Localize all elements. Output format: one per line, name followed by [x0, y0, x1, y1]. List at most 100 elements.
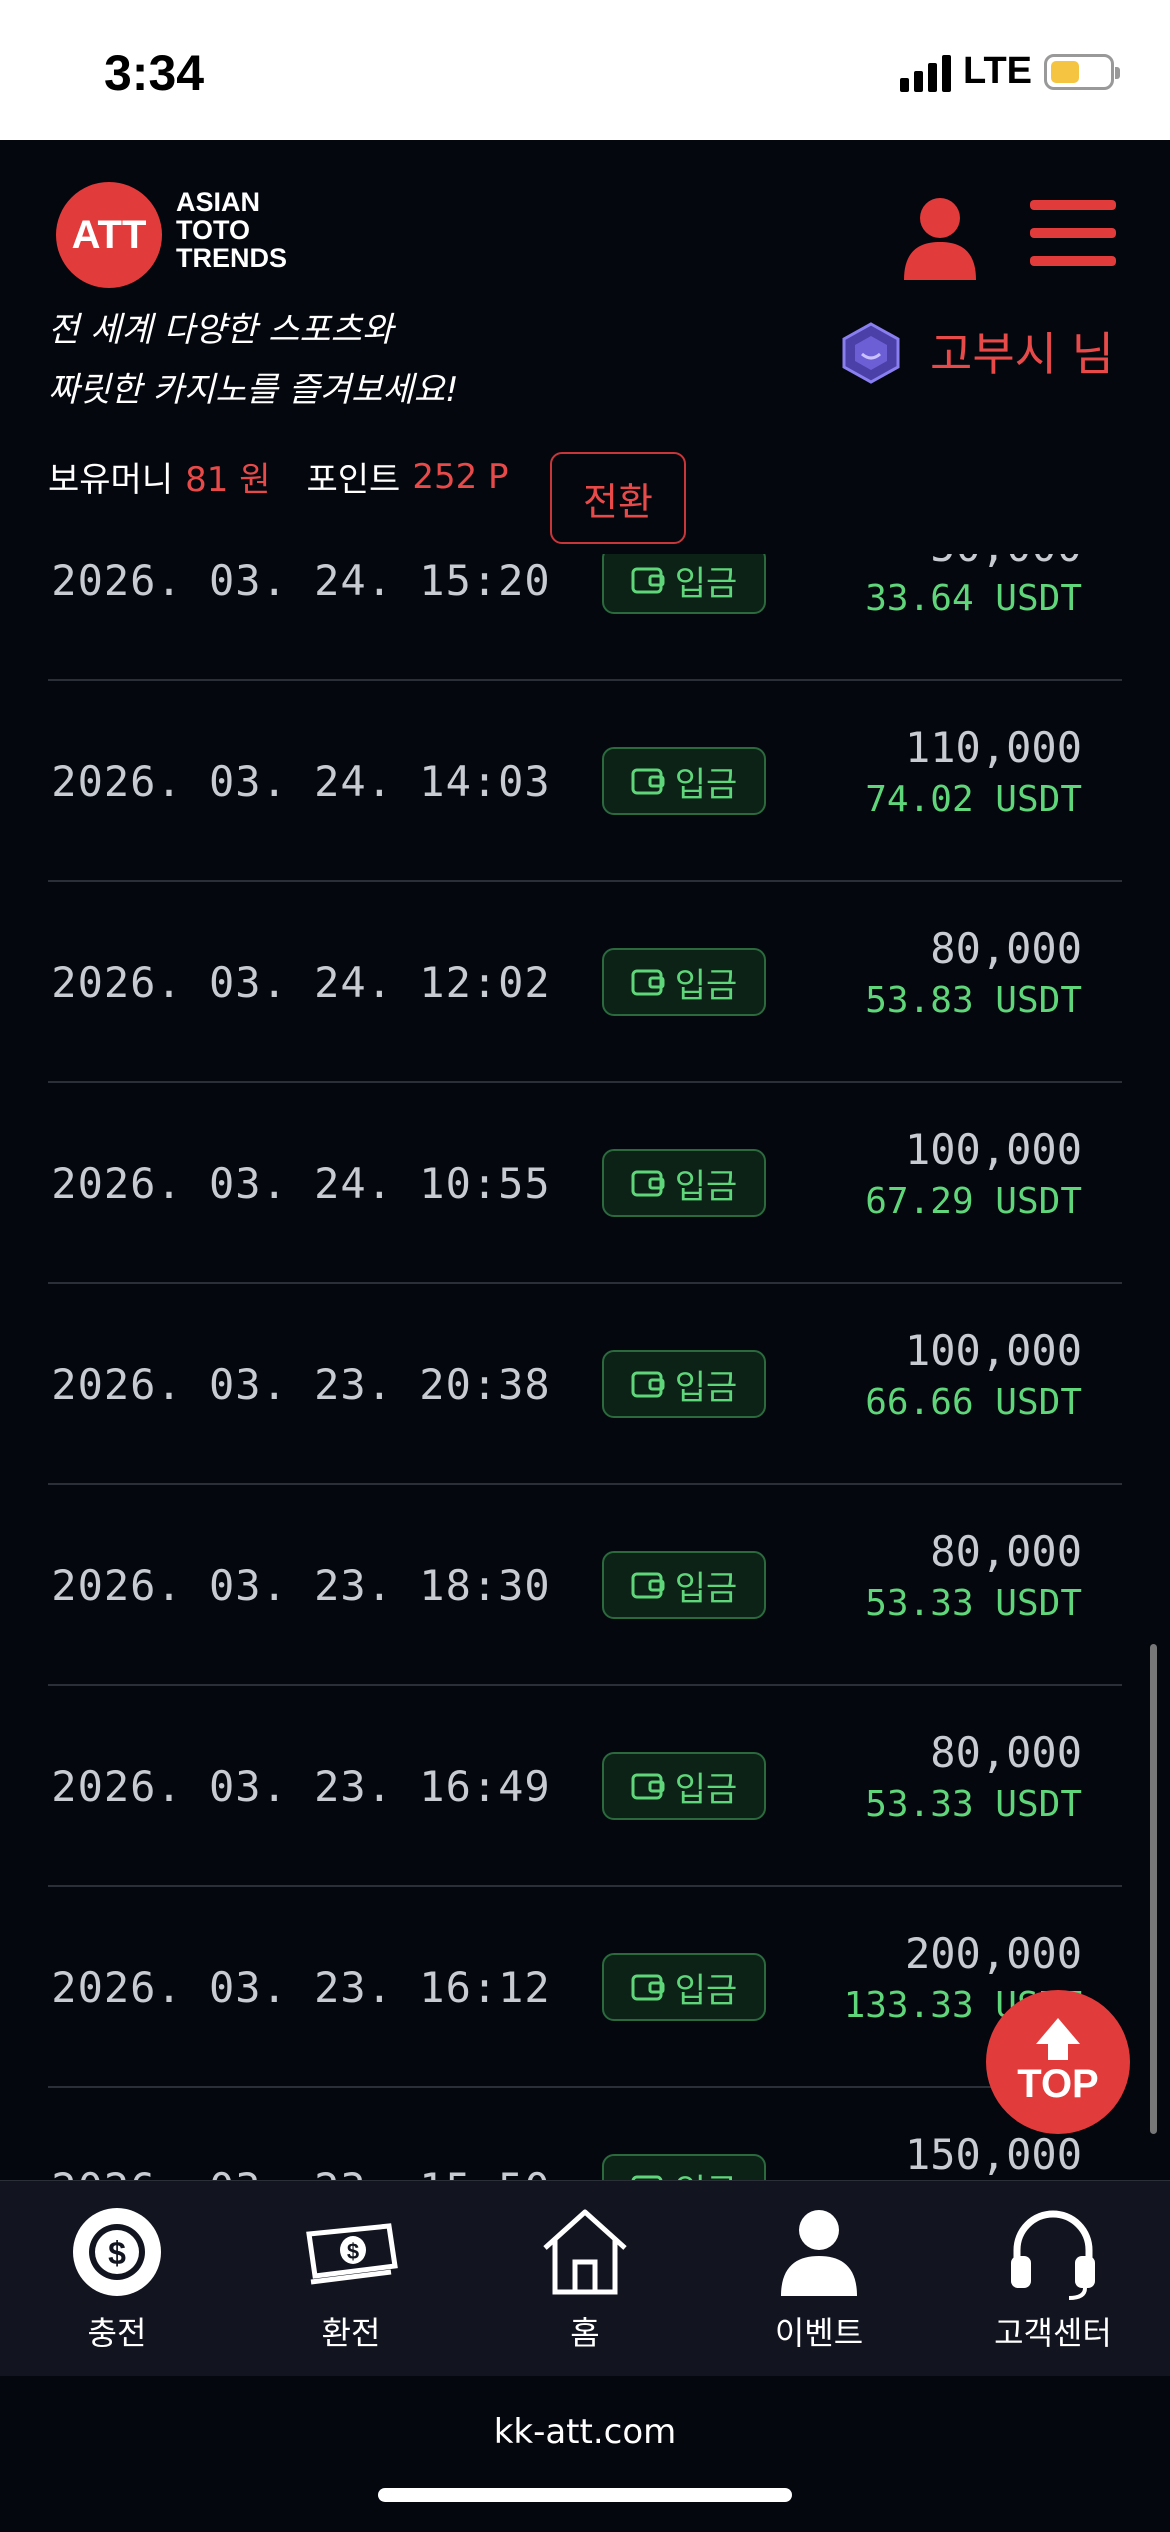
network-label: LTE	[963, 50, 1032, 92]
transaction-type: 입금	[674, 1769, 738, 1810]
nav-exchange[interactable]: $ 환전	[251, 2204, 451, 2354]
transaction-amount: 80,000	[930, 924, 1082, 973]
deposit-badge: 입금	[602, 1350, 766, 1418]
transaction-type: 입금	[674, 1367, 738, 1408]
signal-icon	[900, 52, 952, 92]
transaction-row[interactable]: 2026. 03. 24. 14:03 입금 110,000 74.02 USDT	[48, 681, 1122, 882]
transaction-amounts: 150,000	[905, 2128, 1082, 2180]
transaction-amount: 150,000	[904, 2130, 1082, 2179]
user-profile-icon[interactable]	[902, 196, 978, 280]
wallet-icon	[631, 2173, 665, 2180]
logo-line: ASIAN	[176, 187, 261, 217]
transaction-date: 2026. 03. 23. 18:30	[51, 1561, 551, 1610]
transaction-type: 입금	[674, 965, 738, 1006]
wallet-icon	[631, 1168, 665, 1198]
wallet-icon	[631, 565, 665, 595]
money-value: 81 원	[185, 460, 271, 500]
headset-icon	[1011, 2210, 1095, 2300]
nav-label: 환전	[321, 2313, 381, 2352]
wallet-icon	[631, 1570, 665, 1600]
nav-label: 고객센터	[994, 2313, 1112, 2352]
transaction-amount: 80,000	[930, 1527, 1082, 1576]
browser-url-bar[interactable]: kk-att.com	[0, 2376, 1170, 2532]
status-bar: 3:34 LTE	[0, 0, 1170, 140]
logo-badge[interactable]: ATT	[56, 182, 162, 288]
logo-wordmark[interactable]: ASIAN TOTO TRENDS	[176, 188, 287, 272]
transaction-date: 2026. 03. 23. 20:38	[51, 1360, 551, 1409]
tagline-line: 전 세계 다양한 스포츠와	[48, 310, 394, 350]
wallet-icon	[631, 1369, 665, 1399]
wallet-icon	[631, 1972, 665, 2002]
nav-charge[interactable]: $ 충전	[17, 2204, 217, 2354]
deposit-badge: 입금	[602, 1953, 766, 2021]
transaction-usdt: 67.29 USDT	[865, 1181, 1082, 1222]
nav-event[interactable]: 이벤트	[719, 2204, 919, 2354]
transaction-type: 입금	[674, 1568, 738, 1609]
transaction-row[interactable]: 2026. 03. 23. 16:12 입금 200,000 133.33 USDT	[48, 1887, 1122, 2088]
transaction-date: 2026. 03. 24. 14:03	[51, 757, 551, 806]
transaction-date: 2026. 03. 24. 15:20	[51, 556, 551, 605]
transaction-row[interactable]: 2026. 03. 24. 15:20 입금 50,000 33.64 USDT	[48, 554, 1122, 681]
transaction-type: 입금	[674, 764, 738, 805]
transaction-row[interactable]: 2026. 03. 24. 10:55 입금 100,000 67.29 USDT	[48, 1083, 1122, 1284]
nav-label: 충전	[87, 2313, 147, 2352]
nav-label: 홈	[570, 2313, 600, 2352]
tagline: 전 세계 다양한 스포츠와 짜릿한 카지노를 즐겨보세요!	[48, 300, 459, 420]
convert-button[interactable]: 전환	[550, 452, 686, 544]
status-indicators: LTE	[900, 50, 1120, 93]
status-time: 3:34	[104, 45, 205, 101]
logo-line: TRENDS	[176, 243, 288, 273]
person-icon	[781, 2209, 857, 2296]
username[interactable]: 고부시 님	[930, 327, 1114, 381]
tagline-line: 짜릿한 카지노를 즐겨보세요!	[48, 370, 459, 410]
top-label: TOP	[1017, 2061, 1099, 2106]
url-text: kk-att.com	[493, 2412, 677, 2452]
transaction-usdt: 66.66 USDT	[865, 1382, 1082, 1423]
scroll-top-button[interactable]: TOP	[986, 1990, 1130, 2134]
transaction-list-inner: 2026. 03. 24. 15:20입금50,00033.64 USDT202…	[48, 554, 1122, 2180]
transaction-row[interactable]: 2026. 03. 23. 15:50 입금 150,000	[48, 2088, 1122, 2180]
transaction-row[interactable]: 2026. 03. 23. 16:49 입금 80,000 53.33 USDT	[48, 1686, 1122, 1887]
transaction-amount: 80,000	[930, 1728, 1082, 1777]
transaction-amount: 200,000	[904, 1929, 1082, 1978]
home-indicator[interactable]	[378, 2488, 792, 2502]
money-label: 보유머니	[48, 460, 174, 500]
deposit-badge: 입금	[602, 747, 766, 815]
transaction-usdt: 33.64 USDT	[865, 578, 1082, 619]
home-icon	[543, 2209, 627, 2294]
point-value: 252 P	[412, 456, 509, 497]
hamburger-menu-icon[interactable]	[1030, 200, 1116, 266]
transaction-row[interactable]: 2026. 03. 23. 18:30 입금 80,000 53.33 USDT	[48, 1485, 1122, 1686]
app-content: ATT ASIAN TOTO TRENDS 전 세계 다양한 스포츠와 짜릿한 …	[0, 140, 1170, 2180]
transaction-row[interactable]: 2026. 03. 24. 12:02 입금 80,000 53.83 USDT	[48, 882, 1122, 1083]
point-label: 포인트	[306, 460, 401, 500]
transaction-amounts: 80,000 53.33 USDT	[865, 1726, 1082, 1830]
battery-icon	[1044, 53, 1120, 90]
transaction-amounts: 100,000 66.66 USDT	[865, 1324, 1082, 1428]
nav-support[interactable]: 고객센터	[953, 2204, 1153, 2354]
transaction-list[interactable]: 2026. 03. 24. 15:20입금50,00033.64 USDT202…	[48, 554, 1122, 2180]
logo-line: TOTO	[176, 215, 251, 245]
transaction-date: 2026. 03. 23. 16:49	[51, 1762, 551, 1811]
balance-row: 보유머니 81 원 포인트 252 P	[48, 452, 509, 501]
transaction-amounts: 50,000 33.64 USDT	[865, 554, 1082, 624]
nav-home[interactable]: 홈	[485, 2204, 685, 2354]
cash-icon: $	[306, 2222, 398, 2284]
transaction-amounts: 80,000 53.33 USDT	[865, 1525, 1082, 1629]
transaction-type: 입금	[674, 1970, 738, 2011]
transaction-usdt: 53.33 USDT	[865, 1583, 1082, 1624]
svg-text:$: $	[347, 2239, 359, 2264]
transaction-type: 입금	[674, 1166, 738, 1207]
level-badge-icon	[842, 322, 900, 384]
nav-label: 이벤트	[774, 2313, 864, 2352]
transaction-amount: 110,000	[904, 723, 1082, 772]
transaction-amounts: 100,000 67.29 USDT	[865, 1123, 1082, 1227]
scrollbar[interactable]	[1150, 1644, 1157, 2134]
wallet-icon	[631, 967, 665, 997]
wallet-icon	[631, 1771, 665, 1801]
svg-text:$: $	[108, 2235, 126, 2271]
transaction-row[interactable]: 2026. 03. 23. 20:38 입금 100,000 66.66 USDT	[48, 1284, 1122, 1485]
deposit-badge: 입금	[602, 2154, 766, 2180]
wallet-icon	[631, 766, 665, 796]
transaction-type: 입금	[674, 563, 738, 604]
